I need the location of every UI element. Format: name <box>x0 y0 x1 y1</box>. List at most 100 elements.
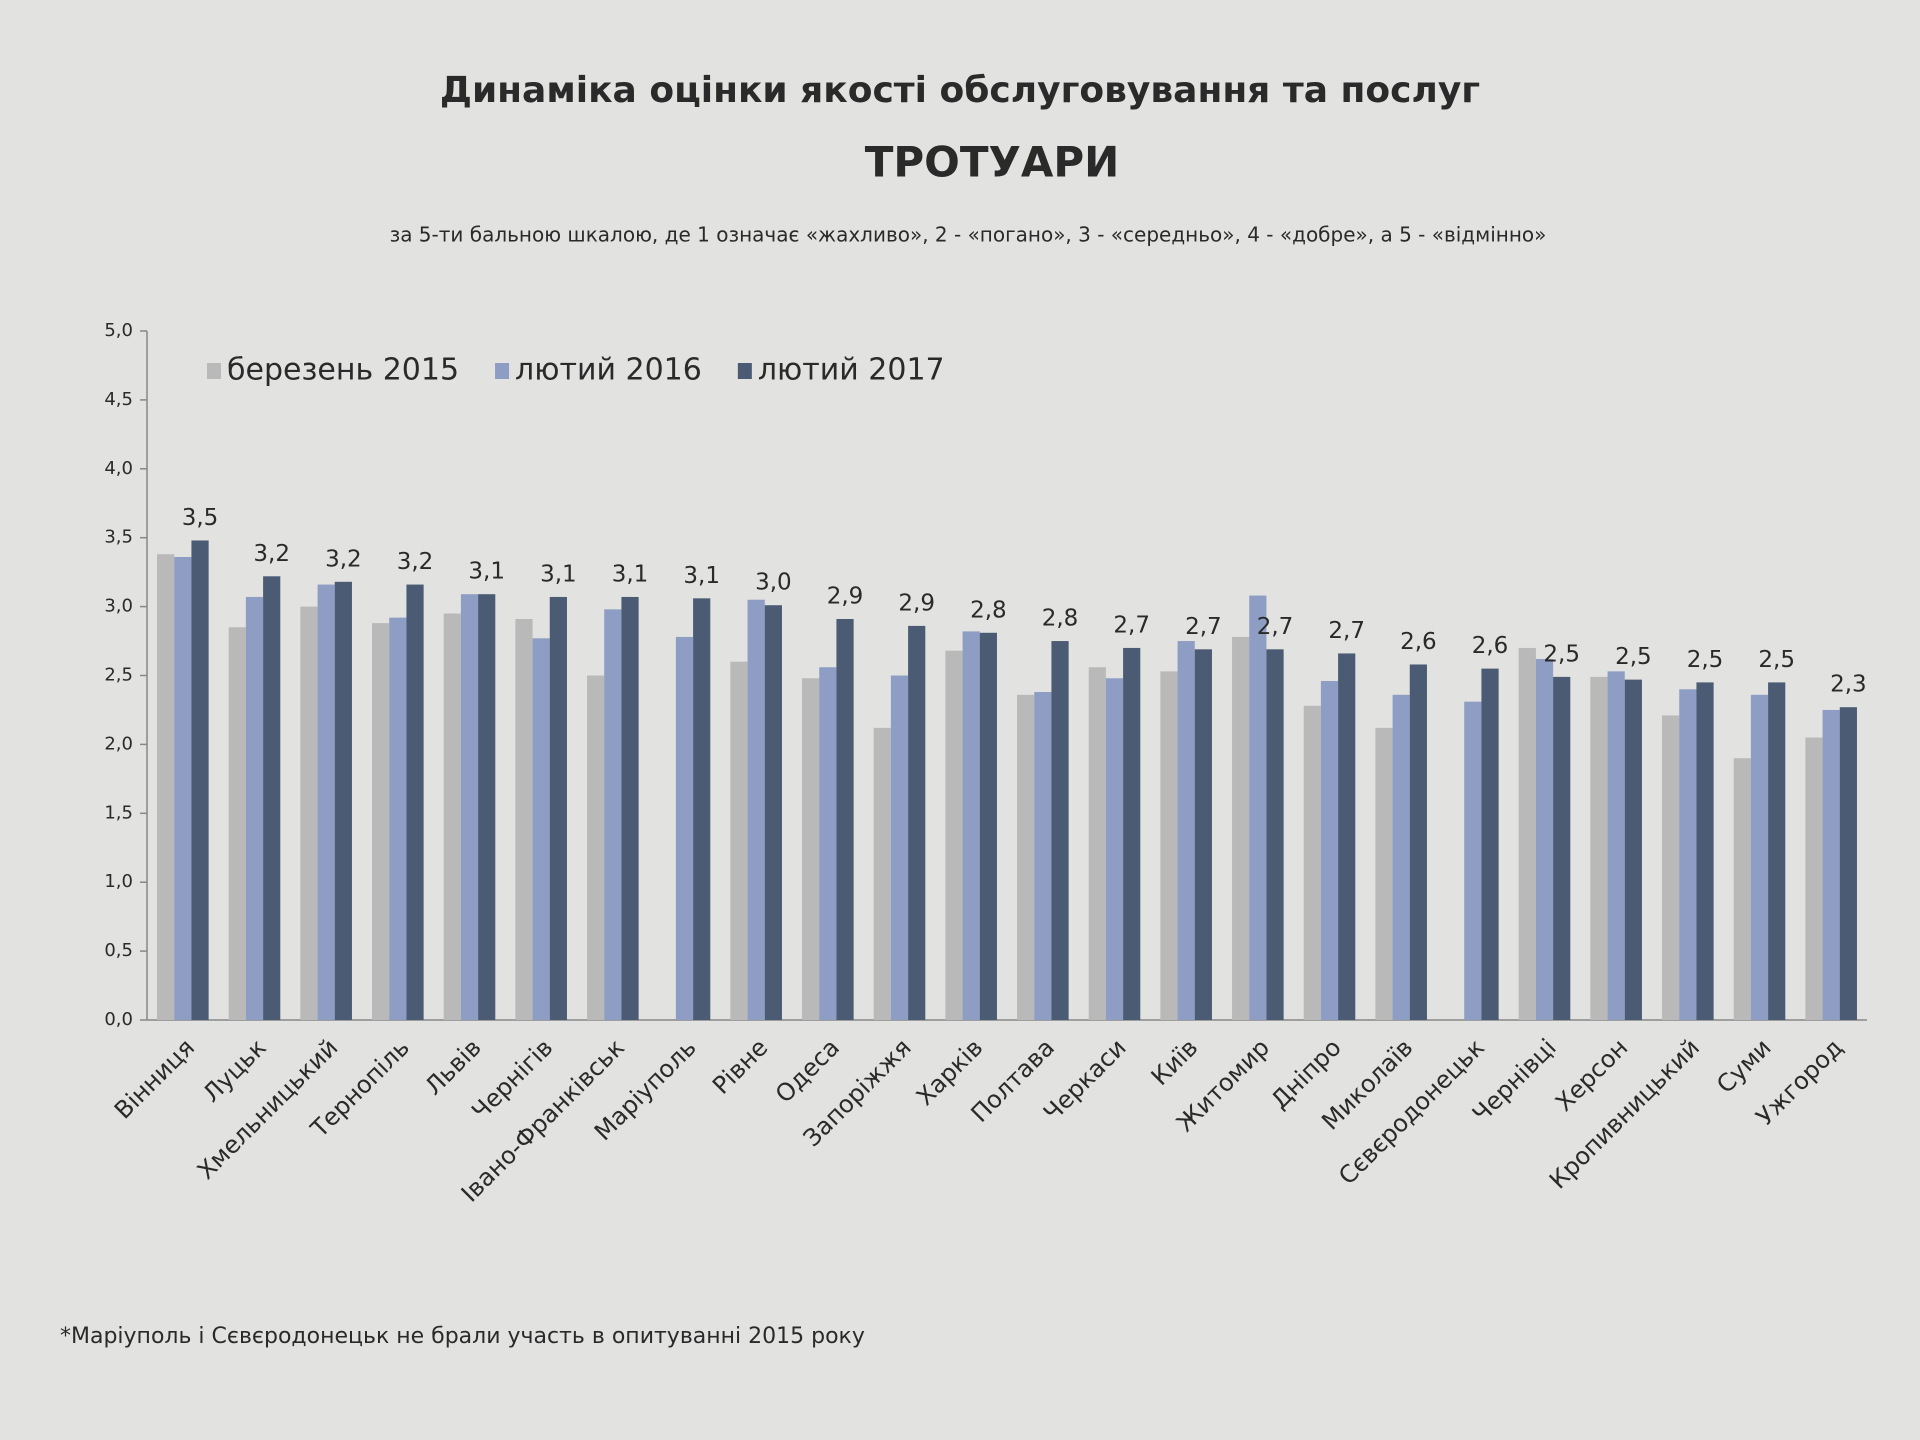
y-tick-label: 0,5 <box>104 940 133 961</box>
bar <box>1733 758 1751 1020</box>
data-label: 3,1 <box>683 563 720 589</box>
bar <box>1123 647 1141 1020</box>
data-label: 2,7 <box>1328 618 1365 644</box>
bar <box>1553 676 1571 1020</box>
bar <box>549 596 567 1020</box>
bar <box>228 627 246 1020</box>
bar <box>157 554 175 1020</box>
bar <box>1303 705 1321 1020</box>
bar <box>478 594 496 1020</box>
bar <box>730 661 748 1020</box>
bar <box>1034 692 1052 1020</box>
data-label: 2,9 <box>827 584 864 610</box>
data-label: 2,8 <box>1042 606 1079 632</box>
bar <box>908 625 926 1020</box>
bar <box>693 598 711 1020</box>
data-label: 3,2 <box>325 546 362 572</box>
bar <box>1409 664 1427 1020</box>
data-label: 2,7 <box>1185 614 1222 640</box>
bar <box>515 619 533 1020</box>
y-tick-label: 4,5 <box>104 389 133 410</box>
bar <box>587 675 605 1020</box>
bar <box>1805 737 1823 1020</box>
bar <box>1160 671 1178 1020</box>
y-tick-label: 1,5 <box>104 802 133 823</box>
bar <box>406 584 424 1020</box>
bar <box>174 556 192 1020</box>
data-label: 3,2 <box>397 549 434 575</box>
legend-label: березень 2015 <box>227 353 459 388</box>
bar <box>443 613 461 1020</box>
bar <box>621 596 639 1020</box>
bar <box>1249 595 1267 1020</box>
data-label: 2,3 <box>1830 672 1867 698</box>
data-label: 2,8 <box>970 597 1007 623</box>
bar <box>1266 649 1284 1020</box>
data-label: 2,5 <box>1687 647 1724 673</box>
legend-swatch <box>495 363 510 379</box>
y-tick-label: 3,5 <box>104 527 133 548</box>
bar <box>389 617 407 1020</box>
data-label: 2,7 <box>1113 612 1150 638</box>
data-label: 3,1 <box>612 561 649 587</box>
chart-note: за 5-ти бальною шкалою, де 1 означає «жа… <box>390 223 1547 247</box>
data-label: 2,5 <box>1615 644 1652 670</box>
bar <box>460 594 479 1020</box>
bar <box>334 581 352 1020</box>
legend-swatch <box>207 363 221 379</box>
data-label: 3,2 <box>253 541 290 567</box>
y-tick-label: 2,5 <box>104 665 133 686</box>
bar <box>1464 701 1482 1020</box>
bar <box>1177 641 1195 1020</box>
chart-title: Динаміка оцінки якості обслуговування та… <box>440 70 1480 111</box>
bar <box>1839 707 1857 1020</box>
bar <box>1624 679 1642 1020</box>
y-tick-label: 1,0 <box>104 871 133 892</box>
legend-swatch <box>737 363 752 379</box>
bar <box>1679 689 1697 1020</box>
footnote: *Маріуполь і Сєвєродонецьк не брали учас… <box>60 1324 865 1349</box>
y-tick-label: 3,0 <box>104 596 133 617</box>
y-tick-label: 0,0 <box>104 1009 133 1030</box>
bar <box>1088 667 1106 1020</box>
bar <box>604 609 622 1020</box>
bar <box>962 631 980 1020</box>
data-label: 3,5 <box>182 505 219 531</box>
bar <box>1696 682 1714 1020</box>
bar <box>245 596 264 1020</box>
bar <box>372 623 390 1020</box>
chart-subtitle: ТРОТУАРИ <box>865 138 1120 187</box>
bar <box>675 636 694 1020</box>
y-tick-label: 5,0 <box>104 320 133 341</box>
bar <box>263 576 281 1020</box>
bar <box>1375 727 1393 1020</box>
bar <box>532 638 550 1020</box>
data-label: 2,5 <box>1543 641 1580 667</box>
bar <box>1535 658 1554 1020</box>
data-label: 2,6 <box>1472 633 1509 659</box>
data-label: 3,1 <box>468 559 505 585</box>
bar <box>1105 678 1124 1020</box>
y-tick-label: 4,0 <box>104 458 133 479</box>
bar <box>1392 694 1410 1020</box>
data-label: 2,6 <box>1400 629 1437 655</box>
bar <box>1338 653 1356 1020</box>
bar <box>1607 671 1625 1020</box>
bar <box>191 540 209 1020</box>
bar <box>1320 681 1339 1020</box>
bar <box>1194 649 1212 1020</box>
bar <box>873 727 891 1020</box>
bar <box>1662 715 1680 1020</box>
data-label: 2,5 <box>1758 647 1795 673</box>
bar <box>1822 709 1840 1020</box>
y-tick-label: 2,0 <box>104 733 133 754</box>
data-label: 3,1 <box>540 561 577 587</box>
bar <box>1518 647 1536 1020</box>
bar <box>1481 668 1499 1020</box>
bar <box>317 584 335 1020</box>
bar <box>836 619 854 1020</box>
bar <box>1051 641 1069 1020</box>
data-label: 2,7 <box>1257 614 1294 640</box>
bar <box>764 605 782 1020</box>
